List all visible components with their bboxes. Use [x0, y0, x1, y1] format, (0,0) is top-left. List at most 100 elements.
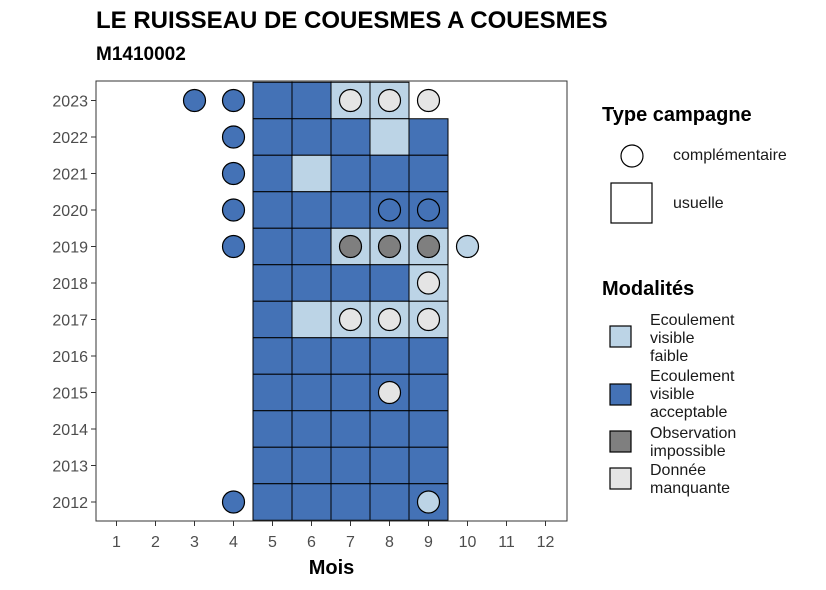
tile-2023-5	[252, 81, 293, 120]
y-tick-label-2017: 2017	[52, 313, 88, 330]
point-2019-7	[338, 234, 363, 259]
tile-2019-5	[252, 227, 293, 266]
point-2023-8	[377, 88, 402, 113]
tile-2012-7	[330, 483, 371, 521]
tile-2014-6	[291, 410, 332, 448]
tile-2015-5	[252, 373, 293, 412]
point-2023-3	[182, 88, 207, 113]
tile-2022-8	[369, 118, 410, 156]
point-2015-8	[377, 380, 402, 405]
tile-2013-6	[291, 446, 332, 485]
tile-2013-5	[252, 446, 293, 485]
point-2017-9	[416, 307, 441, 332]
tile-2020-7	[330, 191, 371, 229]
tile-2021-7	[330, 154, 371, 193]
x-axis-title: Mois	[309, 557, 355, 579]
x-tick-label-3: 3	[190, 534, 199, 551]
tile-2021-9	[408, 154, 449, 193]
legend-mod-label-impossible: Observation impossible	[650, 425, 737, 460]
point-2023-4	[221, 88, 246, 113]
x-tick-label-2: 2	[151, 534, 160, 551]
x-tick-label-6: 6	[307, 534, 316, 551]
legend-mod-label-acceptable: Ecoulement visible acceptable	[650, 368, 735, 421]
tile-2014-5	[252, 410, 293, 448]
tile-2014-7	[330, 410, 371, 448]
point-2020-8	[377, 198, 402, 222]
x-tick-label-12: 12	[537, 534, 555, 551]
tile-2013-9	[408, 446, 449, 485]
chart-title: LE RUISSEAU DE COUESMES A COUESMES	[96, 7, 608, 34]
tile-2013-8	[369, 446, 410, 485]
y-tick-label-2020: 2020	[52, 203, 88, 220]
tile-2013-7	[330, 446, 371, 485]
tile-2014-8	[369, 410, 410, 448]
legend-key-complementaire	[620, 144, 644, 168]
tile-2016-7	[330, 337, 371, 375]
point-2022-4	[221, 125, 246, 149]
tile-2022-6	[291, 118, 332, 156]
tile-2016-8	[369, 337, 410, 375]
tile-2012-5	[252, 483, 293, 521]
point-2020-9	[416, 198, 441, 222]
plot-border	[95, 80, 568, 522]
tile-2021-8	[369, 154, 410, 193]
tile-2022-9	[408, 118, 449, 156]
legend-type-label-complementaire: complémentaire	[673, 147, 787, 164]
legend-mod-label-manquante: Donnée manquante	[650, 462, 731, 497]
tile-2023-6	[291, 81, 332, 120]
x-tick-label-9: 9	[424, 534, 433, 551]
tile-2017-6	[291, 300, 332, 339]
tile-2018-8	[369, 264, 410, 302]
x-tick-label-4: 4	[229, 534, 238, 551]
tile-2014-9	[408, 410, 449, 448]
point-2021-4	[221, 161, 246, 186]
legend-key-impossible	[609, 430, 632, 453]
legend-type-title: Type campagne	[602, 104, 752, 126]
x-tick-label-10: 10	[459, 534, 477, 551]
point-2019-9	[416, 234, 441, 259]
point-2017-7	[338, 307, 363, 332]
tile-2017-5	[252, 300, 293, 339]
y-tick-label-2013: 2013	[52, 459, 88, 476]
legend-key-faible	[609, 325, 632, 348]
x-tick-label-8: 8	[385, 534, 394, 551]
tile-2022-7	[330, 118, 371, 156]
tile-2016-6	[291, 337, 332, 375]
legend-key-usuelle	[610, 182, 653, 224]
legend-key-manquante	[609, 467, 632, 490]
point-2012-9	[416, 490, 441, 514]
point-2018-9	[416, 271, 441, 295]
legend-type-label-usuelle: usuelle	[673, 195, 724, 212]
legend-key-acceptable	[609, 383, 632, 406]
tile-2012-6	[291, 483, 332, 521]
chart-subtitle: M1410002	[96, 44, 186, 65]
point-2019-4	[221, 234, 246, 259]
x-tick-label-7: 7	[346, 534, 355, 551]
point-2019-10	[455, 234, 480, 259]
y-tick-label-2023: 2023	[52, 94, 88, 111]
point-2023-7	[338, 88, 363, 113]
tile-2019-6	[291, 227, 332, 266]
tile-2022-5	[252, 118, 293, 156]
x-tick-label-5: 5	[268, 534, 277, 551]
tile-2021-6	[291, 154, 332, 193]
x-tick-label-11: 11	[498, 534, 515, 551]
point-2023-9	[416, 88, 441, 113]
point-2020-4	[221, 198, 246, 222]
tile-2016-9	[408, 337, 449, 375]
tile-2020-5	[252, 191, 293, 229]
tile-2015-7	[330, 373, 371, 412]
point-2012-4	[221, 490, 246, 514]
y-tick-label-2021: 2021	[52, 167, 88, 184]
tile-2018-7	[330, 264, 371, 302]
tile-2012-8	[369, 483, 410, 521]
point-2017-8	[377, 307, 402, 332]
y-tick-label-2022: 2022	[52, 130, 88, 147]
point-2019-8	[377, 234, 402, 259]
tile-2016-5	[252, 337, 293, 375]
y-tick-label-2012: 2012	[52, 495, 88, 512]
tile-2015-9	[408, 373, 449, 412]
tile-2018-5	[252, 264, 293, 302]
y-tick-label-2015: 2015	[52, 386, 88, 403]
